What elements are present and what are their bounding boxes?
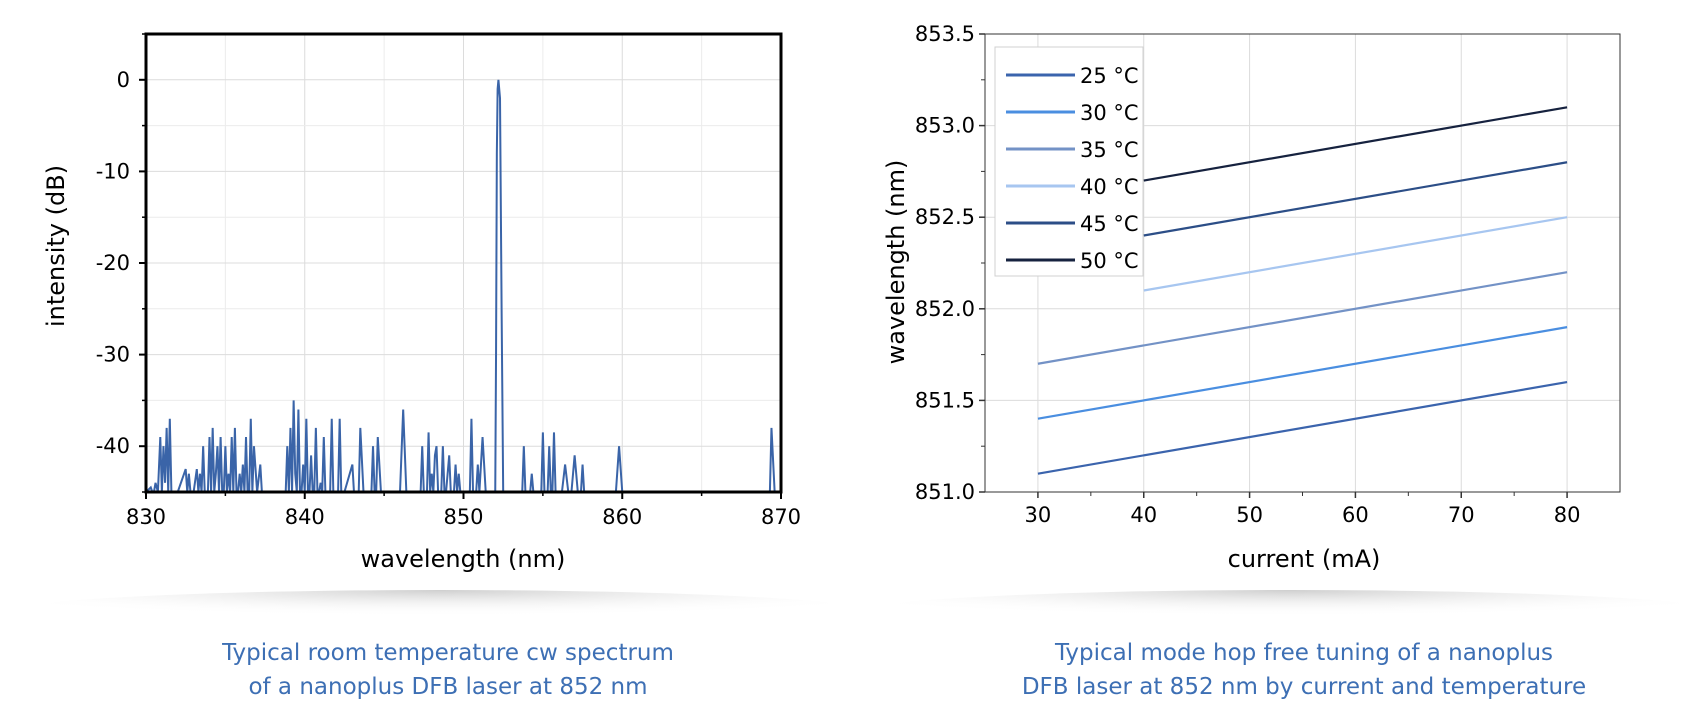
tuning-x-tick-label: 50 — [1236, 503, 1263, 527]
tuning-x-tick-label: 80 — [1554, 503, 1581, 527]
tuning-legend-label-2: 35 °C — [1080, 138, 1139, 162]
spectrum-y-tick-label: -20 — [96, 251, 130, 275]
spectrum-x-tick-label: 830 — [126, 505, 166, 529]
tuning-legend-label-3: 40 °C — [1080, 175, 1139, 199]
tuning-y-tick-label: 853.0 — [915, 114, 975, 138]
left-caption-line-1: Typical room temperature cw spectrum — [222, 640, 674, 666]
spectrum-y-tick-label: -40 — [96, 434, 130, 458]
spectrum-x-tick-label: 870 — [761, 505, 801, 529]
spectrum-grid — [145, 33, 782, 493]
tuning-legend-label-0: 25 °C — [1080, 64, 1139, 88]
tuning-y-tick-label: 851.0 — [915, 480, 975, 504]
tuning-legend-label-1: 30 °C — [1080, 101, 1139, 125]
left-shadow — [10, 590, 870, 634]
tuning-legend-box — [994, 46, 1144, 277]
spectrum-x-tick-label: 860 — [602, 505, 642, 529]
tuning-x-tick-label: 60 — [1342, 503, 1369, 527]
tuning-y-tick-label: 852.0 — [915, 297, 975, 321]
tuning-y-tick-label: 852.5 — [915, 205, 975, 229]
tuning-x-tick-label: 70 — [1448, 503, 1475, 527]
tuning-x-tick-label: 30 — [1025, 503, 1052, 527]
spectrum-y-tick-label: -30 — [96, 343, 130, 367]
spectrum-series-line — [146, 79, 781, 492]
right-shadow — [860, 590, 1688, 634]
spectrum-x-tick-label: 850 — [443, 505, 483, 529]
tuning-legend-label-4: 45 °C — [1080, 212, 1139, 236]
tuning-series-line-3 — [1143, 216, 1568, 292]
tuning-y-tick-label: 853.5 — [915, 22, 975, 46]
tuning-series-line-4 — [1143, 161, 1568, 237]
right-caption: Typical mode hop free tuning of a nanopl… — [964, 636, 1644, 704]
tuning-y-axis-label: wavelength (nm) — [882, 160, 910, 365]
tuning-chart: 30 40 50 60 70 80 851.0 851.5 852.0 852.5 853.0 853… — [882, 22, 1621, 573]
left-caption: Typical room temperature cw spectrum of … — [108, 636, 788, 704]
spectrum-x-tick-label: 840 — [285, 505, 325, 529]
tuning-x-axis-label: current (mA) — [1228, 545, 1381, 573]
tuning-series-line-5 — [1143, 106, 1568, 182]
tuning-series-line-1 — [1037, 326, 1568, 420]
tuning-ticks: 30 40 50 60 70 80 851.0 851.5 852.0 852.5 853.0 853… — [915, 22, 1581, 527]
tuning-legend: 25 °C 30 °C 35 °C 40 °C 45 °C 50 °C — [994, 46, 1144, 277]
tuning-series-line-0 — [1037, 380, 1568, 475]
spectrum-x-axis-label: wavelength (nm) — [361, 545, 566, 573]
spectrum-chart: 830 840 850 860 870 0 -10 -20 -30 -40 wavelength … — [42, 32, 801, 573]
right-caption-line-2: DFB laser at 852 nm by current and tempe… — [1021, 674, 1587, 700]
tuning-legend-label-5: 50 °C — [1080, 249, 1139, 273]
tuning-x-tick-label: 40 — [1130, 503, 1157, 527]
tuning-series — [1037, 106, 1568, 475]
left-caption-line-2: of a nanoplus DFB laser at 852 nm — [248, 674, 648, 700]
spectrum-y-axis-label: intensity (dB) — [42, 165, 70, 327]
spectrum-y-tick-label: 0 — [117, 68, 130, 92]
tuning-y-tick-label: 851.5 — [915, 388, 975, 412]
right-caption-line-1: Typical mode hop free tuning of a nanopl… — [1054, 640, 1554, 666]
tuning-series-line-2 — [1037, 271, 1568, 365]
spectrum-ticks: 830 840 850 860 870 0 -10 -20 -30 -40 — [96, 33, 801, 529]
spectrum-y-tick-label: -10 — [96, 159, 130, 183]
